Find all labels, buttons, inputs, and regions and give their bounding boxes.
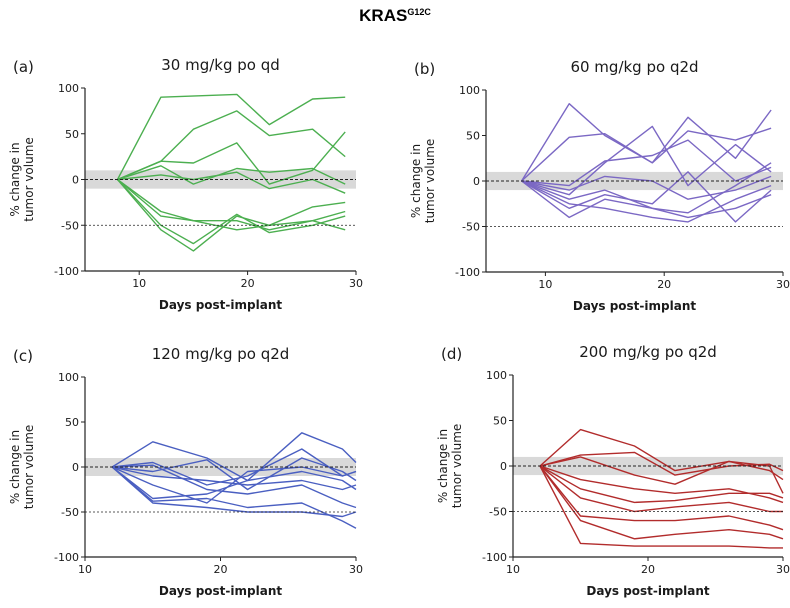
panel-letter: (d) [441, 345, 462, 363]
figure-title-superscript: G12C [407, 7, 431, 17]
y-tick-label: -50 [61, 219, 79, 232]
figure-title-main: KRAS [359, 6, 408, 25]
y-axis-label-line: % change in [436, 429, 450, 503]
series-line [521, 171, 772, 223]
chart-panel: -100 -50 0 50 100 10 20 30 Days post-implant % ch… [8, 56, 363, 312]
x-tick-label: 20 [657, 278, 671, 291]
y-axis-label: % change intumor volume [436, 424, 464, 509]
y-axis-label: % change intumor volume [409, 139, 437, 224]
y-tick-label: 100 [486, 369, 507, 382]
y-axis-label: % change intumor volume [8, 425, 36, 510]
series-line [521, 102, 772, 182]
y-axis-label-line: tumor volume [22, 137, 36, 222]
y-tick-label: -100 [54, 265, 79, 278]
series-line [112, 464, 357, 509]
y-axis-label-line: % change in [8, 142, 22, 216]
y-axis-label: % change intumor volume [8, 137, 36, 222]
x-tick-label: 20 [214, 563, 228, 576]
y-axis-label-line: tumor volume [423, 139, 437, 224]
series-line [111, 466, 357, 518]
y-tick-label: -50 [462, 221, 480, 234]
x-tick-label: 20 [641, 563, 655, 576]
x-tick-label: 30 [776, 563, 790, 576]
series-line [539, 428, 784, 481]
series-line [539, 465, 784, 504]
y-tick-label: 0 [473, 175, 480, 188]
y-tick-label: 0 [72, 174, 79, 187]
series-line [539, 465, 784, 540]
panel-title: 30 mg/kg po qd [161, 56, 280, 74]
series-line [111, 466, 357, 529]
y-tick-label: -50 [489, 506, 507, 519]
y-tick-label: 50 [65, 128, 79, 141]
y-tick-label: 50 [493, 415, 507, 428]
series-line [111, 466, 357, 504]
series-line [111, 466, 357, 500]
series-line [111, 466, 357, 491]
series-line [521, 180, 772, 223]
series-line [521, 127, 772, 182]
y-tick-label: 100 [58, 371, 79, 384]
chart-panel: -100 -50 0 50 100 10 20 30 Days post-implant % ch… [8, 345, 363, 598]
x-tick-label: 30 [349, 277, 363, 290]
panel-letter: (a) [13, 58, 34, 76]
x-tick-label: 10 [506, 563, 520, 576]
series-line [116, 93, 346, 180]
y-tick-label: -100 [455, 266, 480, 279]
y-tick-label: -50 [61, 506, 79, 519]
y-tick-label: 100 [58, 82, 79, 95]
x-axis-label: Days post-implant [573, 299, 696, 313]
panel-title: 60 mg/kg po q2d [570, 58, 698, 76]
series-line [117, 131, 346, 185]
stable-disease-band [486, 171, 783, 191]
y-tick-label: 0 [500, 460, 507, 473]
series-line [116, 179, 346, 252]
series-line [539, 465, 784, 531]
series-line [539, 451, 784, 476]
x-tick-label: 10 [538, 278, 552, 291]
series-line [116, 179, 346, 245]
x-tick-label: 10 [78, 563, 92, 576]
series-line [539, 465, 784, 504]
series-line [117, 178, 346, 231]
y-tick-label: 100 [459, 84, 480, 97]
y-axis-label-line: % change in [8, 430, 22, 504]
series-line [539, 465, 783, 549]
series-line [521, 139, 772, 187]
y-tick-label: -100 [54, 551, 79, 564]
y-tick-label: 0 [72, 461, 79, 474]
panel-letter: (b) [414, 60, 435, 78]
x-tick-label: 20 [241, 277, 255, 290]
series-line [521, 125, 772, 196]
x-axis-label: Days post-implant [159, 298, 282, 312]
x-tick-label: 30 [776, 278, 790, 291]
x-axis-label: Days post-implant [159, 584, 282, 598]
series-line [112, 457, 357, 491]
series-line [117, 165, 346, 185]
y-tick-label: -100 [482, 551, 507, 564]
figure-title: KRASG12C [0, 6, 790, 26]
panel-title: 120 mg/kg po q2d [152, 345, 290, 363]
x-tick-label: 10 [132, 277, 146, 290]
y-axis-label-line: tumor volume [450, 424, 464, 509]
y-axis-label-line: % change in [409, 144, 423, 218]
x-axis-label: Days post-implant [586, 584, 709, 598]
chart-panel: -100 -50 0 50 100 10 20 30 Days post-implant % ch… [436, 343, 790, 598]
chart-panel: -100 -50 0 50 100 10 20 30 Days post-implant % ch… [409, 58, 790, 313]
panel-title: 200 mg/kg po q2d [579, 343, 717, 361]
panel-letter: (c) [13, 347, 33, 365]
y-axis-label-line: tumor volume [22, 425, 36, 510]
x-tick-label: 30 [349, 563, 363, 576]
y-tick-label: 50 [466, 130, 480, 143]
series-line [521, 180, 772, 219]
y-tick-label: 50 [65, 416, 79, 429]
